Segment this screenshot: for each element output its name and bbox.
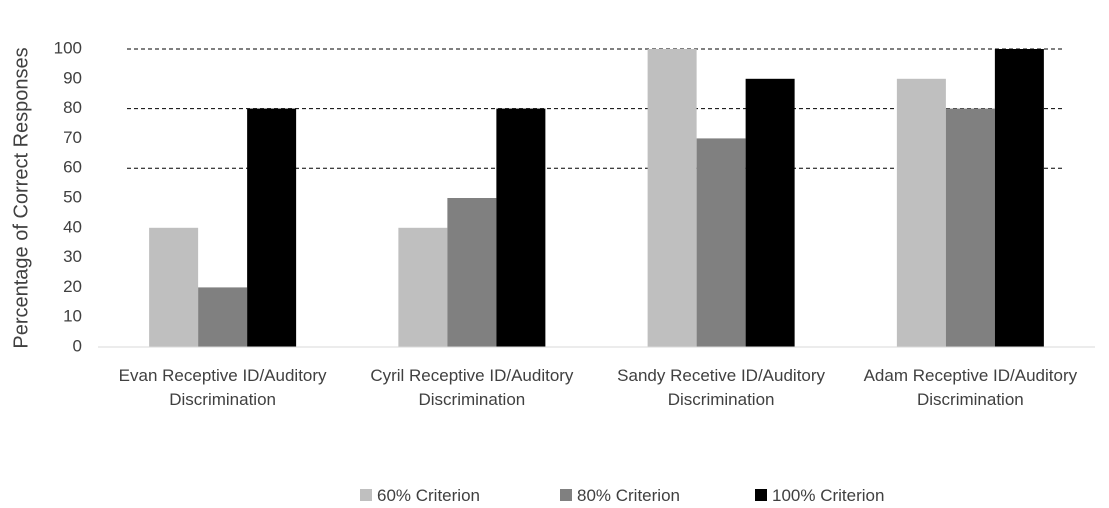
legend-item: 60% Criterion — [360, 486, 480, 506]
x-tick-label: Adam Receptive ID/Auditory Discriminatio… — [863, 366, 1078, 409]
y-tick-label: 20 — [63, 277, 82, 296]
x-tick-label: Sandy Recetive ID/Auditory Discriminatio… — [617, 366, 826, 409]
bar — [696, 138, 746, 347]
y-tick-label: 90 — [63, 68, 82, 87]
bar — [896, 78, 946, 348]
y-tick-label: 70 — [63, 128, 82, 147]
bar — [994, 49, 1044, 347]
bar — [745, 78, 795, 348]
bar — [198, 287, 248, 347]
legend-label: 80% Criterion — [577, 486, 680, 505]
legend-swatch — [360, 489, 372, 501]
bar — [647, 49, 697, 347]
y-tick-label: 30 — [63, 247, 82, 266]
bar — [247, 108, 297, 347]
bar — [398, 227, 448, 347]
y-tick-label: 60 — [63, 158, 82, 177]
y-tick-label: 50 — [63, 187, 82, 206]
legend-label: 60% Criterion — [377, 486, 480, 505]
y-tick-label: 80 — [63, 98, 82, 117]
legend-item: 100% Criterion — [755, 486, 884, 506]
bar — [447, 198, 497, 347]
x-tick-label: Cyril Receptive ID/Auditory Discriminati… — [370, 366, 574, 409]
x-tick-label: Evan Receptive ID/Auditory Discriminatio… — [118, 366, 327, 409]
bar — [149, 227, 199, 347]
y-tick-label: 40 — [63, 217, 82, 236]
legend-label: 100% Criterion — [772, 486, 885, 505]
y-tick-label: 10 — [63, 307, 82, 326]
y-tick-label: 0 — [73, 336, 82, 355]
legend-swatch — [755, 489, 767, 501]
y-axis-label: Percentage of Correct Responses — [10, 47, 32, 348]
legend-item: 80% Criterion — [560, 486, 680, 506]
bar — [945, 108, 995, 347]
y-tick-label: 100 — [54, 38, 82, 57]
bar — [496, 108, 546, 347]
legend-swatch — [560, 489, 572, 501]
